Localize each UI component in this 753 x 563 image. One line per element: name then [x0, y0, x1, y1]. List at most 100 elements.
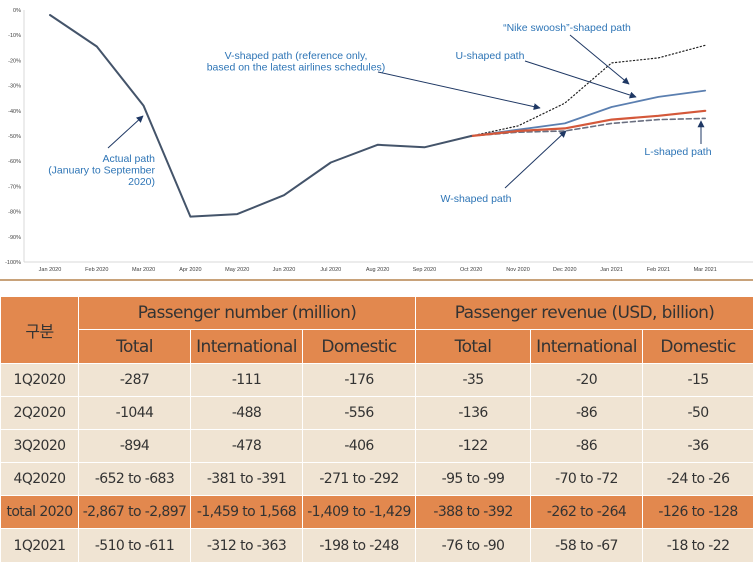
table-cell: -15: [643, 364, 753, 397]
row-label: total 2020: [1, 496, 79, 529]
row-label: 4Q2020: [1, 463, 79, 496]
x-tick-label: Nov 2020: [506, 267, 530, 273]
y-tick-label: -70%: [8, 184, 21, 190]
x-tick-label: Sep 2020: [413, 267, 437, 273]
annotation-v-line: V-shaped path (reference only,: [225, 50, 368, 62]
y-tick-label: 0%: [13, 8, 21, 14]
x-tick-label: May 2020: [225, 267, 249, 273]
table-cell: -198 to -248: [303, 529, 416, 563]
table-row: 3Q2020 -894 -478 -406 -122 -86 -36: [1, 430, 753, 463]
table-cell: -86: [531, 397, 643, 430]
table-cell: -1,459 to 1,568: [191, 496, 303, 529]
table-cell: -136: [416, 397, 531, 430]
actual-path-arrow: [108, 116, 143, 148]
y-tick-label: -100%: [5, 260, 21, 266]
table-cell: -262 to -264: [531, 496, 643, 529]
y-tick-label: -60%: [8, 159, 21, 165]
w-shaped-arrow: [505, 131, 566, 188]
annotation-actual-line: Actual path: [102, 153, 155, 165]
row-label: 2Q2020: [1, 397, 79, 430]
series-line-l-shaped-path: [471, 118, 705, 136]
y-tick-label: -40%: [8, 109, 21, 115]
table-cell: -652 to -683: [79, 463, 191, 496]
table-cell: -1,409 to -1,429: [303, 496, 416, 529]
table-cell: -50: [643, 397, 753, 430]
y-tick-label: -30%: [8, 84, 21, 90]
table-cell: -287: [79, 364, 191, 397]
table-row: 1Q2021 -510 to -611 -312 to -363 -198 to…: [1, 529, 753, 563]
table-cell: -312 to -363: [191, 529, 303, 563]
table-cell: -36: [643, 430, 753, 463]
x-tick-label: Jun 2020: [273, 267, 296, 273]
x-tick-label: Apr 2020: [179, 267, 201, 273]
table-row: 1Q2020 -287 -111 -176 -35 -20 -15: [1, 364, 753, 397]
table-cell: -122: [416, 430, 531, 463]
col-header-revenue-total: Total: [416, 330, 531, 364]
table-row: 2Q2020 -1044 -488 -556 -136 -86 -50: [1, 397, 753, 430]
row-label: 1Q2021: [1, 529, 79, 563]
row-label: 3Q2020: [1, 430, 79, 463]
x-tick-label: Dec 2020: [553, 267, 577, 273]
table-cell: -381 to -391: [191, 463, 303, 496]
passenger-number-header: Passenger number (million): [79, 297, 416, 330]
annotation-actual-line: 2020): [128, 176, 155, 188]
col-header-number-total: Total: [79, 330, 191, 364]
col-header-revenue-international: International: [531, 330, 643, 364]
annotation-l-line: L-shaped path: [644, 146, 711, 158]
table-cell: -70 to -72: [531, 463, 643, 496]
col-header-number-domestic: Domestic: [303, 330, 416, 364]
table-cell: -488: [191, 397, 303, 430]
y-tick-label: -20%: [8, 58, 21, 64]
table-cell: -176: [303, 364, 416, 397]
y-tick-label: -90%: [8, 235, 21, 241]
table-cell: -18 to -22: [643, 529, 753, 563]
series-line-u-shaped-path: [471, 91, 705, 136]
y-tick-label: -80%: [8, 210, 21, 216]
x-tick-label: Feb 2020: [85, 267, 108, 273]
table-cell: -111: [191, 364, 303, 397]
section-divider: [0, 279, 753, 296]
x-tick-label: Jan 2021: [600, 267, 623, 273]
x-tick-label: Mar 2021: [694, 267, 717, 273]
annotation-nike-line: “Nike swoosh”-shaped path: [503, 22, 631, 34]
table-cell: -126 to -128: [643, 496, 753, 529]
table-cell: -556: [303, 397, 416, 430]
table-corner-header: 구분: [1, 297, 79, 364]
x-tick-label: Jul 2020: [320, 267, 341, 273]
table-cell: -86: [531, 430, 643, 463]
table-cell: -478: [191, 430, 303, 463]
table-cell: -510 to -611: [79, 529, 191, 563]
nike-shaped-arrow: [570, 35, 629, 84]
table-cell: -894: [79, 430, 191, 463]
x-tick-label: Oct 2020: [460, 267, 482, 273]
u-shaped-arrow: [525, 61, 636, 97]
passenger-impact-table: 구분 Passenger number (million) Passenger …: [0, 296, 753, 563]
passenger-revenue-header: Passenger revenue (USD, billion): [416, 297, 753, 330]
table-cell: -271 to -292: [303, 463, 416, 496]
table-cell: -24 to -26: [643, 463, 753, 496]
x-tick-label: Mar 2020: [132, 267, 155, 273]
series-line-actual-path: [50, 15, 471, 217]
table-cell: -1044: [79, 397, 191, 430]
x-tick-label: Jan 2020: [39, 267, 62, 273]
table-cell: -58 to -67: [531, 529, 643, 563]
table-row: 4Q2020 -652 to -683 -381 to -391 -271 to…: [1, 463, 753, 496]
y-tick-label: -50%: [8, 134, 21, 140]
table-cell: -388 to -392: [416, 496, 531, 529]
passenger-traffic-chart: 0% -10% -20% -30% -40% -50% -60% -70% -80% -90% -1…: [0, 0, 753, 279]
row-label: 1Q2020: [1, 364, 79, 397]
annotation-v-line: based on the latest airlines schedules): [207, 62, 386, 74]
table-cell: -95 to -99: [416, 463, 531, 496]
annotation-u-line: U-shaped path: [456, 50, 525, 62]
table-row-total: total 2020 -2,867 to -2,897 -1,459 to 1,…: [1, 496, 753, 529]
table-cell: -406: [303, 430, 416, 463]
table-cell: -20: [531, 364, 643, 397]
v-shaped-arrow: [378, 72, 540, 108]
annotation-actual-line: (January to September: [48, 165, 155, 177]
y-tick-label: -10%: [8, 33, 21, 39]
x-tick-label: Feb 2021: [647, 267, 670, 273]
table-cell: -2,867 to -2,897: [79, 496, 191, 529]
col-header-revenue-domestic: Domestic: [643, 330, 753, 364]
table-cell: -76 to -90: [416, 529, 531, 563]
chart-svg: 0% -10% -20% -30% -40% -50% -60% -70% -80% -90% -1…: [0, 0, 753, 279]
